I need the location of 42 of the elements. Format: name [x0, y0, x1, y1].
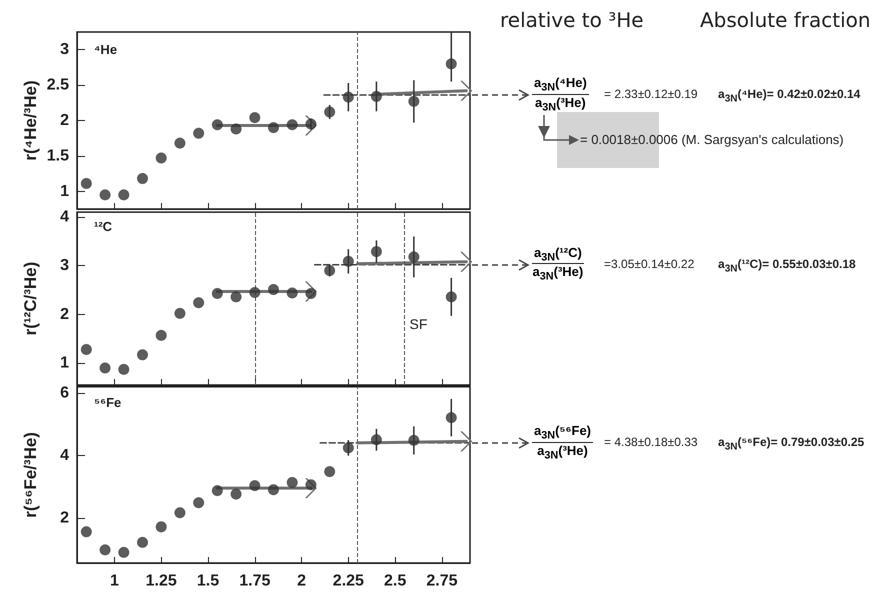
y-tick-label: 4 [60, 446, 70, 464]
text: ¹²C [94, 219, 113, 234]
y-axis-title: r(⁵⁶Fe/³He) [21, 432, 40, 518]
annotation: SF [410, 316, 428, 332]
x-tick-label: 2.75 [426, 572, 458, 590]
x-tick-label: 1.75 [239, 572, 270, 590]
text: ⁴He [94, 42, 118, 57]
y-tick-label: 4 [60, 208, 70, 226]
text: a$_{3N}$(¹²C) [532, 244, 584, 264]
text: a$_{3N}$(⁵⁶Fe) [532, 422, 593, 442]
text: =3.05±0.14±0.22 [604, 256, 694, 271]
y-tick-label: 2 [60, 112, 70, 129]
y-tick-label: 3 [60, 41, 70, 58]
text: = 2.33±0.12±0.19 [604, 87, 698, 101]
text: a$_{3N}$(⁴He)= 0.42±0.02±0.14 [718, 87, 860, 104]
y-tick-label: 6 [60, 384, 70, 402]
y-tick-label: 2 [60, 509, 70, 526]
y-tick-label: 2.5 [46, 76, 70, 94]
text: a$_{3N}$(⁴He) [532, 75, 589, 95]
x-tick-label: 2 [297, 572, 306, 590]
y-tick-label: 1.5 [46, 147, 70, 164]
text: ⁵⁶Fe [94, 395, 122, 410]
y-axis-title: r(⁴He/³He) [21, 80, 40, 161]
text: relative to ³He [500, 8, 644, 32]
text: = 4.38±0.18±0.33 [604, 434, 698, 449]
y-tick-label: 1 [60, 354, 70, 372]
x-tick-label: 2.25 [332, 572, 364, 590]
x-tick-label: 1 [110, 572, 119, 590]
text: = 0.0018±0.0006 (M. Sargsyan's calculations) [580, 132, 844, 147]
text: Absolute fraction [700, 8, 871, 32]
text: a$_{3N}$(³He) [532, 264, 584, 283]
x-tick-label: 1.25 [146, 572, 177, 590]
y-tick-label: 1 [60, 182, 70, 200]
text: a$_{3N}$(¹²C)= 0.55±0.03±0.18 [718, 256, 856, 274]
x-tick-label: 2.5 [384, 572, 406, 590]
y-tick-label: 3 [60, 257, 70, 274]
x-tick-label: 1.5 [196, 572, 220, 590]
y-tick-label: 2 [60, 306, 70, 323]
text: a$_{3N}$(⁵⁶Fe)= 0.79±0.03±0.25 [718, 434, 864, 452]
text: a$_{3N}$(³He) [534, 94, 587, 114]
y-axis-title: r(¹²C/³He) [21, 262, 40, 336]
text: a$_{3N}$(³He) [536, 442, 589, 462]
